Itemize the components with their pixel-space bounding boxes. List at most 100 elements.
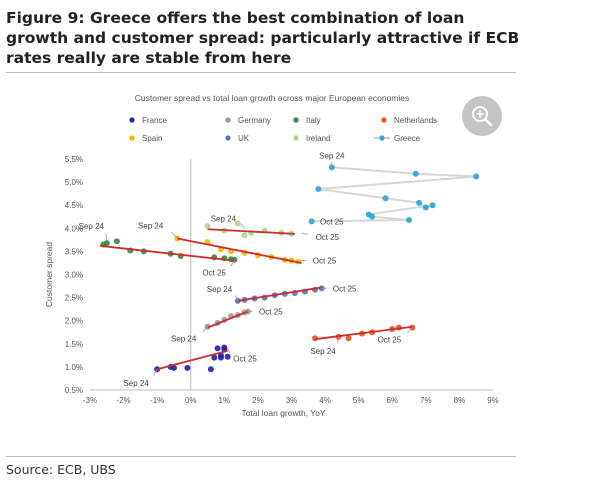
trend-line-germany: [207, 310, 249, 329]
x-tick-label: 6%: [386, 396, 398, 405]
y-tick-label: 3.0%: [65, 271, 83, 280]
legend-marker-netherlands: [381, 117, 387, 123]
y-tick-label: 3.5%: [65, 247, 83, 256]
point-greece: [473, 173, 480, 180]
annotation-leader: [171, 231, 178, 238]
point-ireland: [234, 220, 241, 227]
y-tick-label: 2.0%: [65, 317, 83, 326]
trend-line-spain: [177, 237, 302, 264]
legend-marker-germany: [225, 117, 231, 123]
figure-title: Figure 9: Greece offers the best combina…: [6, 9, 520, 67]
annotation-leader: [240, 223, 245, 229]
annotation-label: Oct 25: [202, 269, 226, 278]
point-greece: [369, 213, 376, 220]
point-france: [211, 354, 218, 361]
annotation-label: Sep 24: [310, 347, 336, 356]
annotation-leader: [235, 295, 239, 301]
point-france: [184, 364, 191, 371]
legend-label-netherlands: Netherlands: [394, 116, 437, 125]
legend-label-uk: UK: [238, 134, 250, 143]
annotation-leader: [301, 232, 308, 236]
annotation-label: Oct 25: [313, 257, 337, 266]
point-ireland: [204, 222, 211, 229]
y-tick-label: 4.0%: [65, 224, 83, 233]
point-greece: [422, 204, 429, 211]
point-netherlands: [345, 335, 352, 342]
trend-line-france: [156, 349, 228, 371]
x-tick-label: 5%: [353, 396, 365, 405]
zoom-button[interactable]: [462, 96, 502, 136]
legend-marker-italy: [293, 117, 299, 123]
annotation-label: Sep 24: [319, 151, 345, 160]
trend-line-ireland: [207, 228, 295, 235]
x-tick-label: -3%: [83, 396, 97, 405]
annotation-leader: [153, 369, 158, 376]
annotation-leader: [230, 260, 235, 267]
annotation-label: Oct 25: [333, 284, 357, 293]
annotation-leader: [336, 336, 339, 344]
annotation-label: Oct 25: [320, 217, 344, 226]
y-tick-label: 5.0%: [65, 178, 83, 187]
point-greece: [382, 195, 389, 202]
annotation-leader: [227, 348, 231, 354]
greece-path-line: [311, 166, 477, 223]
x-tick-label: 7%: [420, 396, 432, 405]
legend-marker-france: [129, 117, 135, 123]
x-tick-label: 4%: [319, 396, 331, 405]
chart-title: Customer spread vs total loan growth acr…: [135, 93, 410, 103]
title-divider: [6, 72, 516, 73]
annotation-label: Oct 25: [259, 307, 283, 316]
annotation-label: Oct 25: [316, 233, 340, 242]
point-greece: [412, 170, 419, 177]
x-tick-label: -2%: [116, 396, 130, 405]
y-tick-label: 5.5%: [65, 155, 83, 164]
annotation-label: Sep 24: [171, 335, 197, 344]
source-divider: [6, 456, 516, 457]
annotation-label: Sep 24: [211, 214, 237, 223]
point-italy: [113, 238, 120, 245]
annotation-leader: [202, 326, 208, 333]
trend-line-uk: [237, 286, 322, 302]
annotation-label: Sep 24: [79, 222, 105, 231]
annotation-label: Oct 25: [233, 354, 257, 363]
point-france: [224, 353, 231, 360]
y-tick-label: 2.5%: [65, 294, 83, 303]
chart: Customer spread vs total loan growth acr…: [44, 93, 499, 418]
x-tick-label: 0%: [185, 396, 197, 405]
point-greece: [416, 199, 423, 206]
y-tick-label: 1.5%: [65, 340, 83, 349]
y-tick-label: 1.0%: [65, 363, 83, 372]
legend-marker-ireland: [293, 135, 299, 141]
y-tick-label: 0.5%: [65, 386, 83, 395]
x-tick-label: -1%: [150, 396, 164, 405]
annotation-label: Sep 24: [138, 222, 164, 231]
annotation-leader: [105, 233, 108, 240]
x-tick-label: 3%: [286, 396, 298, 405]
x-tick-label: 1%: [219, 396, 231, 405]
x-axis-title: Total loan growth, YoY: [241, 408, 325, 418]
legend-marker-uk: [225, 135, 231, 141]
annotation-label: Oct 25: [378, 336, 402, 345]
point-france: [207, 366, 214, 373]
y-axis-title: Customer spread: [44, 242, 54, 307]
point-france: [221, 344, 228, 351]
trend-line-italy: [99, 244, 235, 262]
point-italy: [103, 240, 110, 247]
legend-label-spain: Spain: [142, 134, 162, 143]
point-france: [214, 345, 221, 352]
point-greece: [315, 186, 322, 193]
x-tick-label: 9%: [487, 396, 499, 405]
source-note: Source: ECB, UBS: [6, 462, 116, 477]
x-tick-label: 8%: [454, 396, 466, 405]
annotation-label: Sep 24: [207, 285, 233, 294]
legend-label-italy: Italy: [306, 116, 321, 125]
legend-marker-spain: [129, 135, 135, 141]
y-tick-label: 4.5%: [65, 201, 83, 210]
legend-label-greece: Greece: [394, 134, 421, 143]
trend-line-netherlands: [314, 325, 413, 341]
annotation-leader: [407, 327, 413, 334]
point-france: [217, 354, 224, 361]
point-ireland: [241, 232, 248, 239]
legend-label-ireland: Ireland: [306, 134, 330, 143]
legend-label-france: France: [142, 116, 167, 125]
